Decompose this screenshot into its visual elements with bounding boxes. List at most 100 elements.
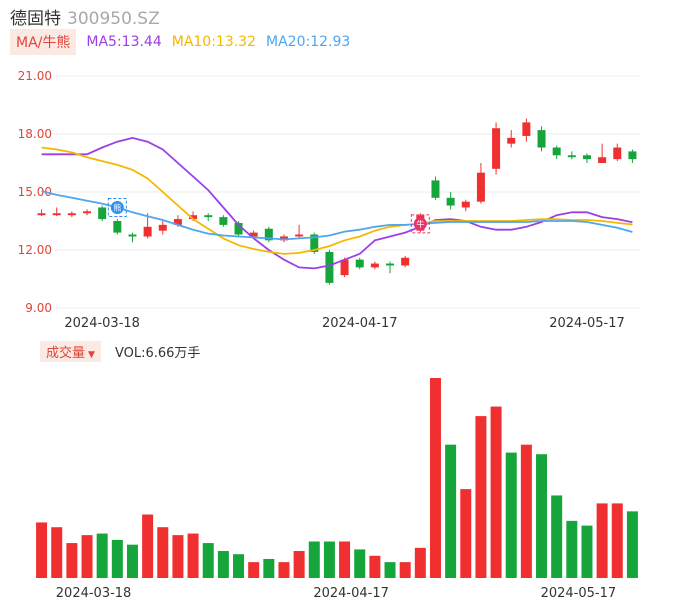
volume-bar: [157, 527, 169, 578]
volume-value: VOL:6.66万手: [114, 345, 201, 361]
candle-body: [219, 217, 228, 225]
dropdown-arrow-icon: ▼: [88, 349, 95, 360]
candle: [234, 221, 243, 237]
candle: [386, 261, 395, 274]
signal-markers: 熊牛: [107, 197, 430, 234]
candle: [552, 145, 561, 160]
volume-bar: [233, 554, 245, 578]
moving-average-lines: [41, 136, 633, 270]
y-tick-label: 18.00: [18, 127, 52, 141]
y-tick-label: 9.00: [25, 301, 52, 315]
candle: [340, 257, 349, 278]
marker-label: 牛: [416, 219, 424, 229]
candle: [370, 261, 379, 270]
candle-body: [582, 155, 591, 160]
candle: [522, 118, 531, 142]
candle-body: [234, 222, 243, 235]
volume-bar: [384, 562, 396, 578]
candle: [83, 209, 92, 216]
candle-body: [325, 251, 334, 283]
volume-bar: [581, 525, 593, 578]
volume-bar: [142, 514, 154, 578]
price-y-axis: 21.00 18.00 15.00 12.00 9.00: [18, 69, 52, 315]
volume-bar: [369, 555, 381, 578]
bull-signal-marker: 牛: [410, 214, 430, 234]
volume-bar: [596, 503, 608, 578]
volume-bar: [308, 541, 320, 578]
volume-bar: [217, 551, 229, 578]
candle-body: [446, 197, 455, 206]
candle: [37, 209, 46, 217]
candle: [295, 224, 304, 239]
candle-body: [279, 236, 288, 241]
ma-indicator-selector[interactable]: MA/牛熊: [10, 29, 77, 55]
candle-body: [552, 147, 561, 156]
ma5-value: MA5:13.44: [86, 34, 162, 50]
candle-body: [340, 259, 349, 276]
candle: [143, 213, 152, 239]
volume-bar: [536, 454, 548, 578]
candle: [613, 143, 622, 162]
y-tick-label: 12.00: [18, 243, 52, 257]
candle-body: [567, 155, 576, 158]
volume-bar: [172, 535, 184, 578]
ma10-value: MA10:13.32: [171, 34, 257, 50]
candle-body: [537, 130, 546, 148]
volume-bar: [96, 533, 108, 578]
candle-body: [189, 215, 198, 220]
candle-body: [83, 211, 92, 214]
candle-body: [386, 263, 395, 266]
volume-bar: [248, 562, 260, 578]
volume-legend: 成交量 ▼ VOL:6.66万手: [40, 340, 201, 362]
candle: [113, 219, 122, 235]
volume-bar: [399, 562, 411, 578]
volume-bar: [354, 549, 366, 578]
candle-body: [158, 224, 167, 231]
candle-body: [143, 226, 152, 237]
candle-body: [310, 234, 319, 252]
stock-name: 德固特: [10, 9, 61, 29]
volume-bar: [445, 444, 457, 578]
volume-bar: [551, 495, 563, 578]
candle: [431, 176, 440, 200]
volume-indicator-selector[interactable]: 成交量 ▼: [40, 340, 101, 362]
candle-body: [98, 207, 107, 220]
volume-bar: [566, 520, 578, 578]
candle-body: [264, 228, 273, 241]
candle: [492, 122, 501, 175]
volume-bar: [475, 416, 487, 578]
volume-bar: [202, 543, 214, 578]
volume-bar: [126, 544, 138, 578]
candle: [219, 215, 228, 227]
volume-indicator-label: 成交量: [46, 345, 86, 361]
candle: [98, 205, 107, 221]
candle: [567, 151, 576, 160]
candle: [628, 149, 637, 163]
candle: [582, 153, 591, 163]
marker-dot: [110, 200, 124, 214]
marker-frame: [410, 214, 430, 234]
volume-bar: [293, 551, 305, 578]
candle: [264, 226, 273, 243]
volume-bar: [278, 562, 290, 578]
candle-body: [431, 180, 440, 198]
ma5-line: [41, 136, 633, 270]
candle-body: [52, 213, 61, 216]
x-tick-label: 2024-05-17: [549, 316, 625, 331]
volume-bar: [460, 489, 472, 578]
candle: [67, 211, 76, 218]
marker-dot: [413, 217, 427, 231]
volume-bar: [263, 558, 275, 578]
candle-body: [204, 215, 213, 218]
x-tick-label: 2024-05-17: [541, 586, 617, 601]
candle-body: [476, 172, 485, 202]
x-tick-label: 2024-04-17: [313, 586, 389, 601]
price-x-axis: 2024-03-18 2024-04-17 2024-05-17: [64, 316, 624, 331]
candle-body: [461, 201, 470, 208]
marker-frame: [107, 197, 127, 217]
candle: [128, 232, 137, 243]
x-tick-label: 2024-03-18: [64, 316, 140, 331]
candle: [476, 163, 485, 204]
candle-body: [355, 259, 364, 268]
y-tick-label: 15.00: [18, 185, 52, 199]
